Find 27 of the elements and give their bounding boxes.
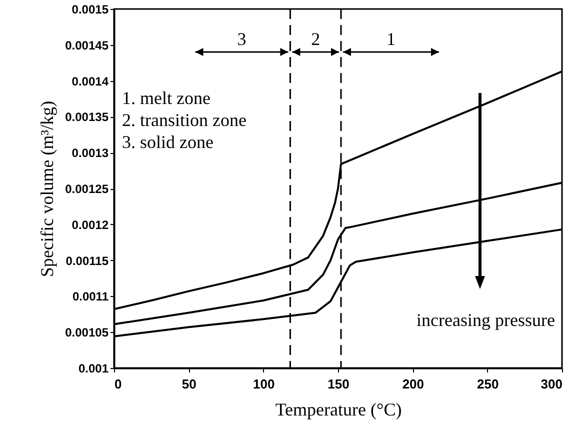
y-axis-title: Specific volume (m³/kg) [37,100,58,278]
annotation: 2 [311,29,320,49]
y-tick-label: 0.0011 [72,290,109,304]
y-tick-label: 0.0014 [72,74,109,88]
y-tick-label: 0.001 [78,362,109,376]
y-tick-label: 0.0012 [72,218,109,232]
x-axis-title: Temperature (°C) [275,400,402,420]
x-tick-label: 150 [328,376,350,392]
y-tick-label: 0.00105 [65,326,109,340]
annotation: 1 [386,29,396,49]
y-tick-label: 0.00125 [65,182,109,196]
x-tick-label: 100 [252,376,275,392]
annotation: 3. solid zone [122,132,214,152]
x-tick-label: 50 [182,376,196,392]
y-tick-label: 0.00115 [66,254,109,268]
annotation: 2. transition zone [122,110,246,130]
annotation: increasing pressure [416,310,556,330]
annotation: 1. melt zone [122,88,210,108]
x-tick-label: 200 [402,376,424,392]
annotation: 3 [237,29,246,49]
x-tick-label: 300 [540,376,562,392]
y-tick-label: 0.00145 [65,38,109,52]
y-tick-label: 0.0015 [72,2,109,16]
y-tick-label: 0.00135 [65,110,109,124]
x-tick-label: 250 [476,376,499,392]
y-tick-label: 0.0013 [72,146,109,160]
x-tick-label: 0 [114,376,122,392]
